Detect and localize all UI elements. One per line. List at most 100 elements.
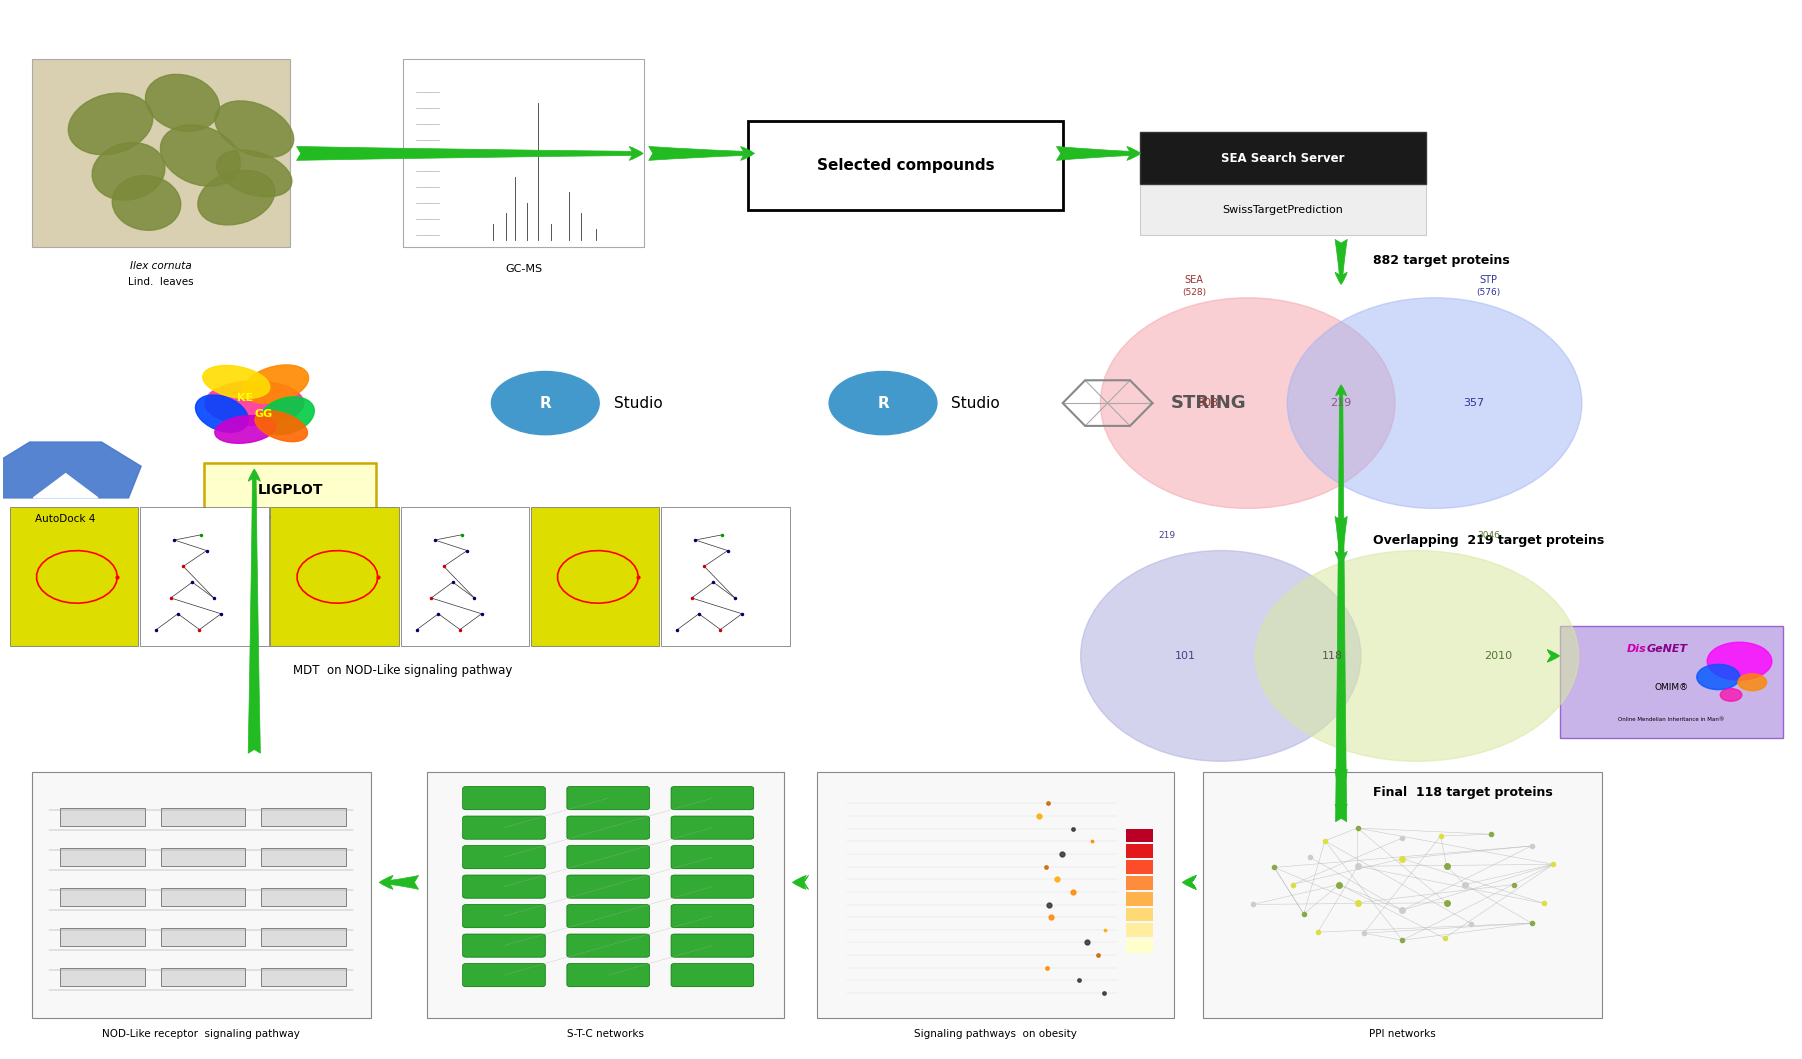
FancyBboxPatch shape — [427, 772, 784, 1019]
Text: STRING: STRING — [1171, 394, 1247, 412]
FancyBboxPatch shape — [160, 968, 245, 986]
FancyBboxPatch shape — [568, 934, 649, 957]
FancyBboxPatch shape — [661, 507, 789, 646]
FancyBboxPatch shape — [568, 845, 649, 868]
Text: Online Mendelian Inheritance in Man®: Online Mendelian Inheritance in Man® — [1618, 717, 1725, 721]
Text: MDT  on NOD-Like signaling pathway: MDT on NOD-Like signaling pathway — [292, 664, 512, 678]
Circle shape — [1706, 642, 1771, 680]
FancyBboxPatch shape — [160, 887, 245, 905]
FancyBboxPatch shape — [1126, 844, 1153, 858]
Circle shape — [1737, 674, 1766, 690]
FancyBboxPatch shape — [160, 808, 245, 826]
Ellipse shape — [92, 143, 166, 200]
FancyBboxPatch shape — [816, 772, 1175, 1019]
FancyBboxPatch shape — [404, 58, 643, 247]
Ellipse shape — [205, 381, 305, 426]
FancyBboxPatch shape — [670, 934, 753, 957]
FancyBboxPatch shape — [261, 928, 346, 946]
Circle shape — [1721, 688, 1743, 701]
FancyBboxPatch shape — [463, 904, 546, 928]
Text: Lind.  leaves: Lind. leaves — [128, 276, 193, 287]
Circle shape — [492, 372, 600, 434]
FancyBboxPatch shape — [463, 787, 546, 810]
FancyBboxPatch shape — [59, 887, 144, 905]
Text: Dis: Dis — [1627, 644, 1647, 653]
FancyBboxPatch shape — [400, 507, 530, 646]
Ellipse shape — [204, 365, 270, 398]
Text: 882 target proteins: 882 target proteins — [1373, 254, 1510, 267]
FancyBboxPatch shape — [568, 816, 649, 839]
FancyBboxPatch shape — [261, 808, 346, 826]
Text: Overlapping  219 target proteins: Overlapping 219 target proteins — [1373, 534, 1606, 546]
FancyBboxPatch shape — [670, 904, 753, 928]
Text: SwissTargetPrediction: SwissTargetPrediction — [1222, 204, 1342, 215]
FancyBboxPatch shape — [670, 875, 753, 898]
Text: AutoDock 4: AutoDock 4 — [36, 514, 96, 524]
FancyBboxPatch shape — [261, 847, 346, 865]
Text: (576): (576) — [1476, 288, 1501, 297]
FancyBboxPatch shape — [1126, 892, 1153, 905]
Ellipse shape — [112, 176, 180, 230]
Text: 219: 219 — [1330, 398, 1352, 408]
Ellipse shape — [1081, 551, 1361, 761]
Ellipse shape — [259, 397, 314, 434]
Text: GC-MS: GC-MS — [505, 264, 542, 274]
FancyBboxPatch shape — [160, 847, 245, 865]
Text: 357: 357 — [1463, 398, 1485, 408]
FancyBboxPatch shape — [1202, 772, 1602, 1019]
FancyBboxPatch shape — [463, 816, 546, 839]
FancyBboxPatch shape — [568, 964, 649, 987]
Ellipse shape — [160, 125, 240, 186]
Text: Studio: Studio — [951, 396, 1000, 411]
Ellipse shape — [214, 101, 294, 158]
FancyBboxPatch shape — [670, 787, 753, 810]
Text: GeNET: GeNET — [1647, 644, 1687, 653]
FancyBboxPatch shape — [568, 875, 649, 898]
Text: SEA Search Server: SEA Search Server — [1222, 151, 1344, 164]
FancyBboxPatch shape — [670, 816, 753, 839]
Text: Studio: Studio — [613, 396, 663, 411]
Text: NOD-Like receptor  signaling pathway: NOD-Like receptor signaling pathway — [103, 1029, 301, 1039]
Text: 101: 101 — [1175, 651, 1195, 661]
FancyBboxPatch shape — [670, 845, 753, 868]
Text: GG: GG — [254, 409, 272, 418]
Circle shape — [829, 372, 937, 434]
Text: 219: 219 — [1159, 531, 1175, 540]
FancyBboxPatch shape — [59, 847, 144, 865]
FancyBboxPatch shape — [1126, 908, 1153, 921]
FancyBboxPatch shape — [204, 463, 377, 517]
FancyBboxPatch shape — [568, 787, 649, 810]
Text: 3046: 3046 — [1478, 531, 1501, 540]
Text: SEA: SEA — [1184, 275, 1204, 285]
FancyBboxPatch shape — [1561, 627, 1782, 738]
Text: Selected compounds: Selected compounds — [816, 158, 995, 173]
FancyBboxPatch shape — [160, 928, 245, 946]
FancyBboxPatch shape — [59, 968, 144, 986]
Polygon shape — [32, 473, 97, 498]
Text: KE: KE — [238, 393, 254, 402]
FancyBboxPatch shape — [270, 507, 398, 646]
FancyBboxPatch shape — [59, 808, 144, 826]
FancyBboxPatch shape — [568, 904, 649, 928]
Text: PPI networks: PPI networks — [1370, 1029, 1436, 1039]
FancyBboxPatch shape — [463, 845, 546, 868]
Ellipse shape — [243, 365, 308, 403]
Text: 2010: 2010 — [1483, 651, 1512, 661]
Ellipse shape — [195, 395, 249, 432]
Text: (528): (528) — [1182, 288, 1206, 297]
Text: S-T-C networks: S-T-C networks — [568, 1029, 643, 1039]
FancyBboxPatch shape — [11, 507, 139, 646]
FancyBboxPatch shape — [532, 507, 660, 646]
FancyBboxPatch shape — [1126, 876, 1153, 890]
FancyBboxPatch shape — [31, 58, 290, 247]
FancyBboxPatch shape — [1126, 860, 1153, 874]
Ellipse shape — [214, 415, 276, 444]
Text: STP: STP — [1479, 275, 1497, 285]
FancyBboxPatch shape — [141, 507, 268, 646]
Text: 308: 308 — [1198, 398, 1218, 408]
Circle shape — [1697, 664, 1741, 689]
Polygon shape — [0, 442, 141, 498]
Text: Signaling pathways  on obesity: Signaling pathways on obesity — [914, 1029, 1078, 1039]
Text: R: R — [539, 396, 551, 411]
FancyBboxPatch shape — [1126, 923, 1153, 937]
